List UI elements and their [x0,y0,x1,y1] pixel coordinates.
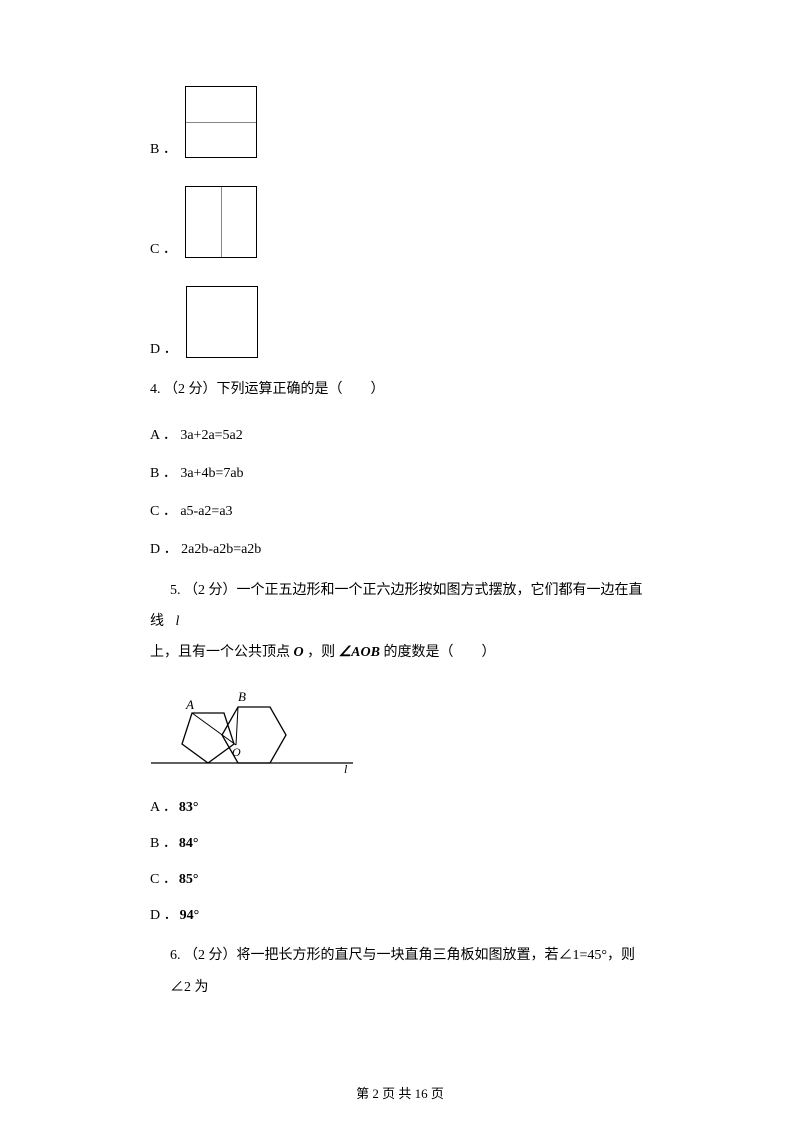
q5-option-b: B ． 84° [150,832,650,852]
q6-stem: 6. （2 分）将一把长方形的直尺与一块直角三角板如图放置，若∠1=45°，则∠… [170,940,650,1004]
q5-option-c-pre: C ． [150,868,177,888]
option-d-row: D ． [150,286,650,358]
q5-text-3: ，则 [307,645,339,660]
q5-text-2: 上，且有一个公共顶点 [150,645,294,660]
q4-option-b: B ． 3a+4b=7ab [150,462,650,482]
option-b-label: B ． [150,138,177,158]
q5-option-a-pre: A ． [150,796,177,816]
diagram-d-plain-square [186,286,258,358]
option-c-label: C ． [150,238,177,258]
label-l: l [344,762,348,775]
label-o: O [232,745,241,759]
segment-ob [236,707,238,745]
q4-stem: 4. （2 分）下列运算正确的是（ ） [150,374,650,406]
q4-option-c: C ． a5-a2=a3 [150,500,650,520]
q5-option-d-val: 94° [180,908,200,924]
q5-option-b-pre: B ． [150,832,177,852]
q5-option-a-val: 83° [179,800,199,816]
q4-option-d: D ． 2a2b-a2b=a2b [150,538,650,558]
q5-option-d: D ． 94° [150,904,650,924]
q5-option-d-pre: D ． [150,904,178,924]
q5-var-angle: ∠AOB [339,645,380,660]
q5-text-1: 5. （2 分）一个正五边形和一个正六边形按如图方式摆放，它们都有一边在直线 [150,583,643,629]
q5-option-a: A ． 83° [150,796,650,816]
diagram-c-vsplit-square [185,186,257,258]
q5-stem: 5. （2 分）一个正五边形和一个正六边形按如图方式摆放，它们都有一边在直线 l… [150,576,650,668]
q5-option-c: C ． 85° [150,868,650,888]
option-c-row: C ． [150,186,650,258]
diagram-b-hsplit-square [185,86,257,158]
q5-option-b-val: 84° [179,836,199,852]
option-d-label: D ． [150,338,178,358]
page-footer: 第 2 页 共 16 页 [0,1083,800,1102]
q5-var-l: l [176,614,180,629]
q5-diagram: A B O l [148,683,650,780]
label-a: A [185,697,194,712]
q5-text-4: 的度数是（ ） [383,645,495,660]
q4-option-a: A ． 3a+2a=5a2 [150,424,650,444]
option-b-row: B ． [150,86,650,158]
q5-option-c-val: 85° [179,872,199,888]
label-b: B [238,689,246,704]
q5-var-o: O [294,645,304,660]
